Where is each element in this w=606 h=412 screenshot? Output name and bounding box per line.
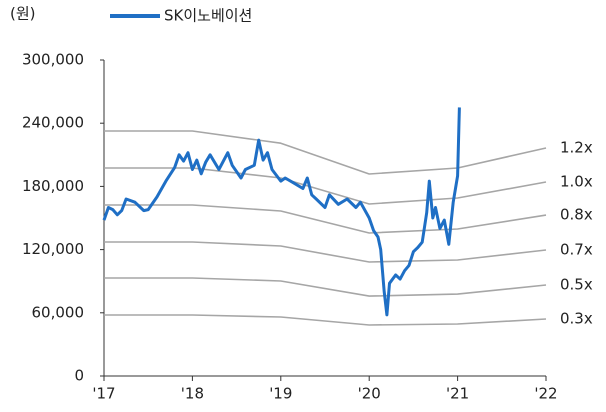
band-label: 0.8x xyxy=(560,206,593,224)
band-label: 0.3x xyxy=(560,310,593,328)
x-tick-label: '22 xyxy=(534,385,557,403)
x-tick-label: '21 xyxy=(446,385,469,403)
y-tick-label: 120,000 xyxy=(22,240,84,258)
band-line xyxy=(104,314,547,326)
price-line xyxy=(102,107,461,317)
band-line xyxy=(104,204,547,234)
y-tick-label: 300,000 xyxy=(22,51,84,69)
band-line xyxy=(104,277,547,297)
legend-label: SK이노베이션 xyxy=(164,7,252,25)
x-tick-label: '19 xyxy=(269,385,292,403)
band-line xyxy=(104,130,547,175)
y-tick-label: 60,000 xyxy=(32,303,85,321)
x-tick-label: '17 xyxy=(92,385,115,403)
x-tick-label: '18 xyxy=(181,385,204,403)
y-tick-label: 0 xyxy=(74,367,84,385)
band-label: 0.5x xyxy=(560,275,593,293)
band-label: 0.7x xyxy=(560,241,593,259)
band-line xyxy=(104,167,547,205)
band-label: 1.2x xyxy=(560,138,593,156)
y-tick-label: 180,000 xyxy=(22,177,84,195)
unit-label: (원) xyxy=(10,5,36,23)
y-tick-label: 240,000 xyxy=(22,114,84,132)
x-tick-label: '20 xyxy=(358,385,381,403)
band-label: 1.0x xyxy=(560,172,593,190)
band-line xyxy=(104,241,547,263)
